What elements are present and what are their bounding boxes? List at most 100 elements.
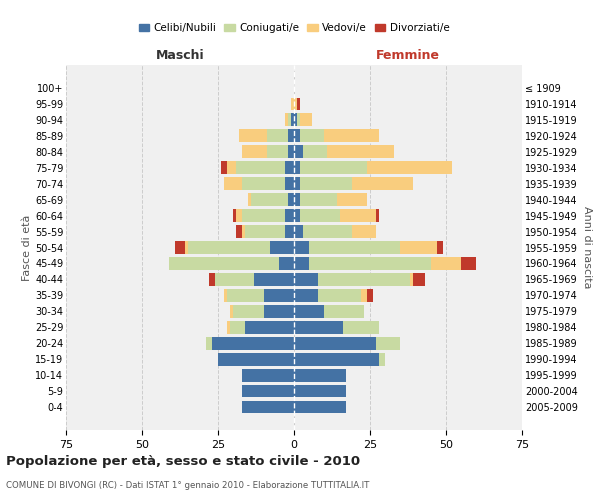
Bar <box>288 146 294 158</box>
Text: COMUNE DI BIVONGI (RC) - Dati ISTAT 1° gennaio 2010 - Elaborazione TUTTITALIA.IT: COMUNE DI BIVONGI (RC) - Dati ISTAT 1° g… <box>6 481 370 490</box>
Bar <box>185 241 188 254</box>
Bar <box>233 305 263 318</box>
Bar <box>309 257 431 270</box>
Bar <box>242 146 266 158</box>
Bar <box>239 130 266 142</box>
Bar <box>248 194 251 206</box>
Bar <box>294 337 376 349</box>
Bar <box>337 194 367 206</box>
Bar <box>254 273 294 286</box>
Text: Femmine: Femmine <box>376 50 440 62</box>
Bar <box>294 241 309 254</box>
Bar <box>285 162 294 174</box>
Bar <box>215 273 254 286</box>
Bar <box>227 289 263 302</box>
Bar <box>227 162 236 174</box>
Bar <box>294 353 379 366</box>
Bar <box>291 114 294 126</box>
Bar <box>367 162 452 174</box>
Bar <box>285 114 288 126</box>
Bar <box>242 368 294 382</box>
Bar <box>230 305 233 318</box>
Bar <box>294 114 297 126</box>
Bar <box>291 98 294 110</box>
Bar <box>294 209 300 222</box>
Bar <box>294 162 300 174</box>
Bar <box>343 321 379 334</box>
Bar <box>242 178 285 190</box>
Bar <box>242 209 285 222</box>
Bar <box>294 225 303 238</box>
Bar <box>245 321 294 334</box>
Bar <box>294 146 303 158</box>
Bar <box>242 225 245 238</box>
Bar <box>294 305 325 318</box>
Bar <box>236 162 285 174</box>
Bar <box>242 400 294 413</box>
Bar <box>294 400 346 413</box>
Bar <box>288 130 294 142</box>
Bar <box>169 257 279 270</box>
Text: Maschi: Maschi <box>155 50 205 62</box>
Bar <box>328 146 394 158</box>
Bar <box>285 209 294 222</box>
Bar <box>461 257 476 270</box>
Bar <box>245 225 285 238</box>
Bar <box>218 353 294 366</box>
Bar <box>352 225 376 238</box>
Bar <box>236 209 242 222</box>
Bar <box>188 241 269 254</box>
Bar <box>242 384 294 398</box>
Bar <box>300 114 312 126</box>
Bar <box>352 178 413 190</box>
Bar <box>285 225 294 238</box>
Bar <box>212 337 294 349</box>
Bar <box>413 273 425 286</box>
Bar <box>294 98 297 110</box>
Bar <box>400 241 437 254</box>
Bar <box>367 289 373 302</box>
Bar <box>410 273 413 286</box>
Bar <box>309 241 400 254</box>
Bar <box>285 178 294 190</box>
Bar <box>221 162 227 174</box>
Bar <box>303 146 328 158</box>
Bar <box>297 98 300 110</box>
Bar <box>300 209 340 222</box>
Bar <box>227 321 230 334</box>
Text: Popolazione per età, sesso e stato civile - 2010: Popolazione per età, sesso e stato civil… <box>6 455 360 468</box>
Bar <box>230 321 245 334</box>
Bar <box>300 178 352 190</box>
Bar <box>279 257 294 270</box>
Bar <box>319 273 410 286</box>
Bar <box>269 241 294 254</box>
Bar <box>300 162 367 174</box>
Bar <box>431 257 461 270</box>
Bar <box>288 194 294 206</box>
Bar <box>300 130 325 142</box>
Bar <box>325 130 379 142</box>
Bar <box>251 194 288 206</box>
Bar <box>294 321 343 334</box>
Bar <box>224 289 227 302</box>
Y-axis label: Fasce di età: Fasce di età <box>22 214 32 280</box>
Bar <box>294 368 346 382</box>
Bar <box>303 225 352 238</box>
Bar <box>294 130 300 142</box>
Bar <box>175 241 185 254</box>
Bar <box>266 130 288 142</box>
Bar <box>224 178 242 190</box>
Bar <box>297 114 300 126</box>
Bar <box>361 289 367 302</box>
Bar <box>206 337 212 349</box>
Bar <box>294 178 300 190</box>
Bar <box>319 289 361 302</box>
Bar <box>288 114 291 126</box>
Bar <box>233 209 236 222</box>
Bar <box>263 289 294 302</box>
Bar <box>379 353 385 366</box>
Bar <box>437 241 443 254</box>
Bar <box>294 384 346 398</box>
Bar <box>376 209 379 222</box>
Bar <box>209 273 215 286</box>
